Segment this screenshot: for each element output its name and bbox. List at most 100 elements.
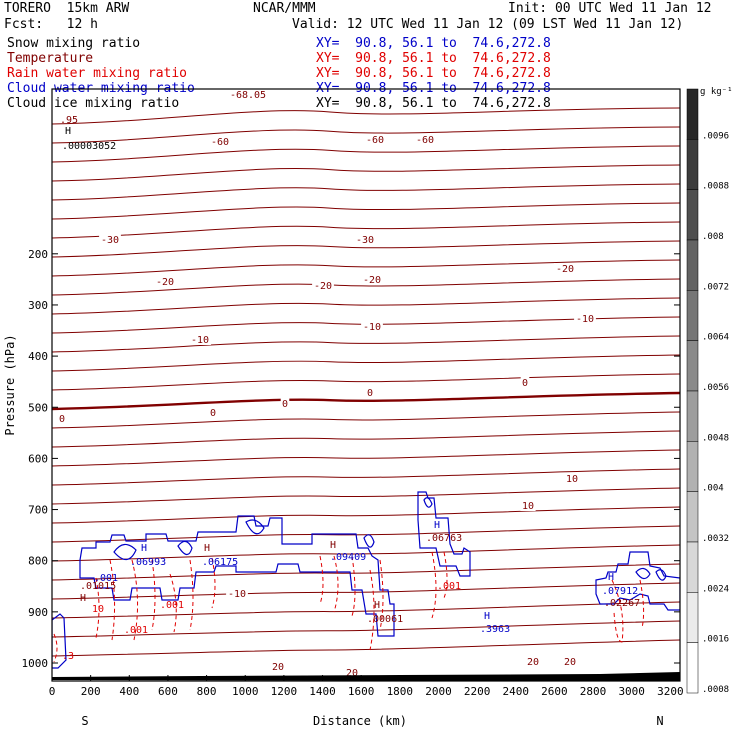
y-tick-label: 500 (28, 401, 48, 414)
contour-annotation: H (484, 611, 490, 622)
temperature-contour-line (52, 126, 680, 144)
colorbar-tick-label: .0008 (702, 685, 729, 695)
temperature-contour-line (52, 430, 680, 448)
temperature-contour-line (52, 411, 680, 429)
contour-label-bg (227, 89, 269, 100)
contour-label-bg (209, 136, 231, 147)
contour-label-bg (525, 656, 541, 667)
temperature-contour-label: -20 (556, 264, 574, 275)
x-tick-label: 1200 (271, 685, 298, 698)
valid-time: Valid: 12 UTC Wed 11 Jan 12 (09 LST Wed … (292, 17, 684, 32)
contour-annotation: .001 (437, 581, 461, 592)
temperature-contour-line (52, 544, 680, 562)
temperature-contour-line (52, 183, 680, 201)
colorbar: .0096 .0088 .008 .0072 .0064 .0056 .0048 .004 .0… (686, 88, 729, 695)
temperature-contour-label: -68.05 (230, 90, 266, 101)
terrain-line (52, 672, 680, 681)
temperature-contour-label: -60 (366, 135, 384, 146)
contour-annotation: .001 (160, 600, 184, 611)
contour-label-bg (365, 387, 375, 398)
temperature-contour-label: -60 (416, 135, 434, 146)
temperature-contour-label: -60 (211, 137, 229, 148)
y-tick-label: 200 (28, 248, 48, 261)
contour-annotation: H (65, 126, 71, 137)
temperature-contour-line (52, 145, 680, 163)
temperature-contour-label: -30 (101, 235, 119, 246)
temperature-contour-line (52, 240, 680, 258)
x-tick-label: 3200 (657, 685, 684, 698)
colorbar-segment (686, 239, 699, 291)
temperature-contour-line (52, 164, 680, 182)
temperature-contour-line (52, 335, 680, 353)
x-tick-label: 1000 (232, 685, 259, 698)
temperature-contour-label: 10 (566, 474, 578, 485)
colorbar-tick-label: .0072 (702, 282, 729, 292)
field-name: Temperature (7, 51, 94, 66)
temperature-contour-line (52, 506, 680, 524)
temperature-contour-line (52, 525, 680, 543)
x-axis-label: Distance (km) (313, 714, 407, 728)
temperature-contour-label: -30 (356, 235, 374, 246)
cloud-water-contours (52, 491, 680, 669)
colorbar-segment (686, 541, 699, 593)
temperature-contour-line (52, 487, 680, 505)
contour-annotation: .00003052 (62, 141, 116, 152)
x-tick-label: 2800 (580, 685, 607, 698)
x-tick-label: 2400 (503, 685, 530, 698)
field-name: Rain water mixing ratio (7, 66, 188, 81)
temperature-contour-label: -20 (156, 277, 174, 288)
plot-frame (51, 88, 681, 682)
field-xy: XY= 90.8, 56.1 to 74.6,272.8 (316, 36, 551, 51)
contour-label-bg (361, 274, 383, 285)
colorbar-tick-label: .004 (702, 484, 724, 494)
colorbar-segment (686, 88, 699, 140)
x-tick-label: 0 (49, 685, 56, 698)
contour-label-bg (270, 661, 286, 672)
colorbar-segment (686, 441, 699, 492)
temperature-contour-line (52, 316, 680, 334)
colorbar-segment (686, 642, 699, 694)
temperature-contour-line (52, 297, 680, 315)
temperature-contour-label: 0 (59, 414, 65, 425)
temperature-contour-line (52, 620, 680, 638)
contour-annotation: .09409 (330, 552, 366, 563)
field-xy: XY= 90.8, 56.1 to 74.6,272.8 (316, 51, 551, 66)
contour-annotation: H (608, 572, 614, 583)
colorbar-tick-label: .0064 (702, 333, 729, 343)
temperature-contour-label: 20 (564, 657, 576, 668)
contour-label-bg (414, 134, 436, 145)
temperature-contour-label: -10 (363, 322, 381, 333)
y-tick-label: 600 (28, 452, 48, 465)
temperature-contour-label: -10 (191, 335, 209, 346)
annotations: .95H.00003052H.06993H.06175H.01015.001.0… (60, 115, 640, 662)
contour-annotation: 10 (92, 604, 104, 615)
contour-label-bg (154, 276, 176, 287)
colorbar-tick-label: .0016 (702, 635, 729, 645)
temperature-contour-label: 0 (367, 388, 373, 399)
contour-annotation: .95 (60, 115, 78, 126)
temperature-contour-line (52, 449, 680, 467)
temperature-contour-line (52, 391, 680, 411)
colorbar-tick-label: .0048 (702, 433, 729, 443)
temperature-contour-line (52, 639, 680, 657)
contour-annotation: H (80, 593, 86, 604)
y-tick-label: 300 (28, 299, 48, 312)
field-name: Cloud ice mixing ratio (7, 96, 180, 111)
colorbar-segment (686, 390, 699, 442)
contour-annotation: H (330, 540, 336, 551)
colorbar-tick-label: .008 (702, 232, 724, 242)
contour-label-bg (189, 334, 211, 345)
y-tick-label: 400 (28, 350, 48, 363)
colorbar-segment (686, 139, 699, 190)
temperature-contour-line (52, 601, 680, 619)
colorbar-segment (686, 592, 699, 643)
contour-annotation: .02267 (604, 598, 640, 609)
init-time: Init: 00 UTC Wed 11 Jan 12 (508, 1, 712, 16)
contour-label-bg (57, 413, 67, 424)
contour-annotation: .01015 (80, 581, 116, 592)
temperature-contour-label: -10 (228, 589, 246, 600)
temperature-contour-label: 20 (272, 662, 284, 673)
colorbar-tick-label: .0056 (702, 383, 729, 393)
x-tick-label: 400 (119, 685, 139, 698)
contour-annotation: .06175 (202, 557, 238, 568)
